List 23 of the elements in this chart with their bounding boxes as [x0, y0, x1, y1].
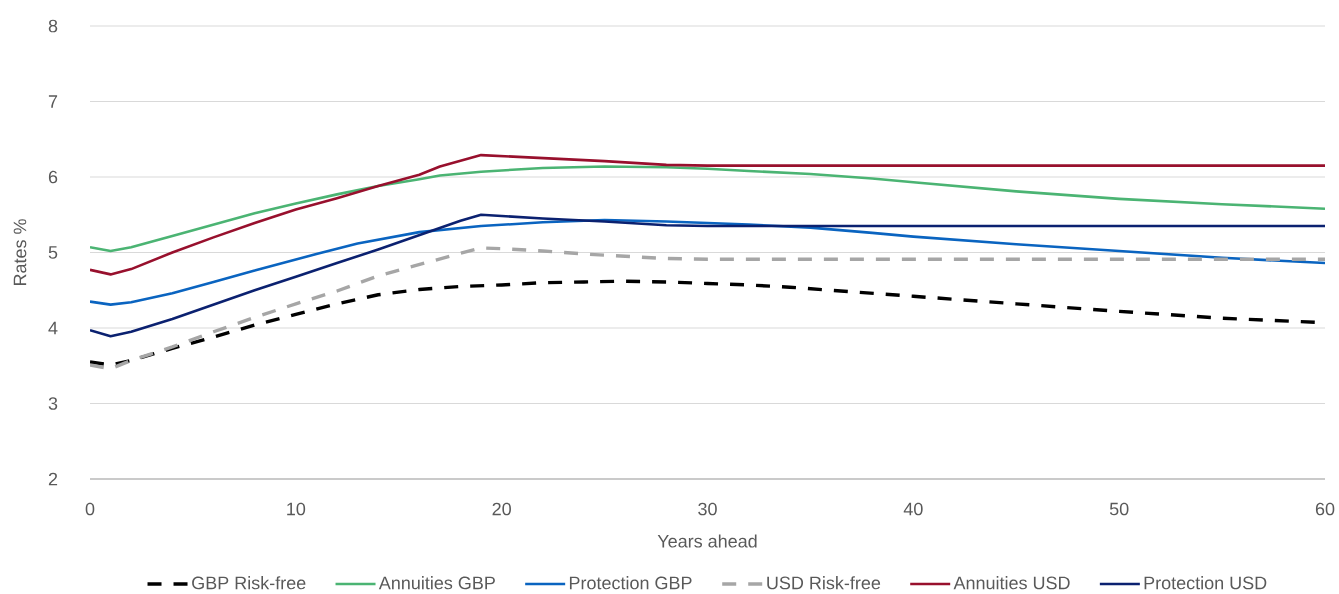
- x-tick-label: 10: [287, 502, 306, 516]
- legend-label: Protection USD: [1144, 576, 1267, 590]
- legend-label: USD Risk-free: [767, 576, 881, 590]
- legend-label: Annuities USD: [953, 576, 1070, 590]
- y-tick-label: 5: [48, 246, 58, 259]
- legend-label: Protection GBP: [569, 576, 692, 590]
- y-tick-label: 8: [48, 19, 58, 33]
- line-series: [90, 218, 1326, 306]
- y-tick-label: 4: [48, 321, 58, 335]
- y-tick-label: 2: [48, 472, 58, 486]
- y-tick-label: 3: [48, 397, 58, 410]
- y-tick-label: 7: [48, 95, 58, 108]
- x-tick-label: 30: [698, 502, 717, 516]
- y-axis-title: Rates %: [13, 219, 27, 286]
- x-tick-label: 20: [492, 502, 511, 516]
- x-tick-label: 50: [1109, 502, 1129, 516]
- x-tick-label: 60: [1315, 502, 1335, 516]
- x-tick-label: 0: [85, 502, 95, 516]
- x-tick-label: 40: [903, 502, 923, 516]
- y-tick-label: 6: [48, 170, 58, 184]
- legend-label: GBP Risk-free: [192, 576, 306, 590]
- x-axis-title: Years ahead: [657, 534, 757, 548]
- legend-label: Annuities GBP: [378, 576, 495, 590]
